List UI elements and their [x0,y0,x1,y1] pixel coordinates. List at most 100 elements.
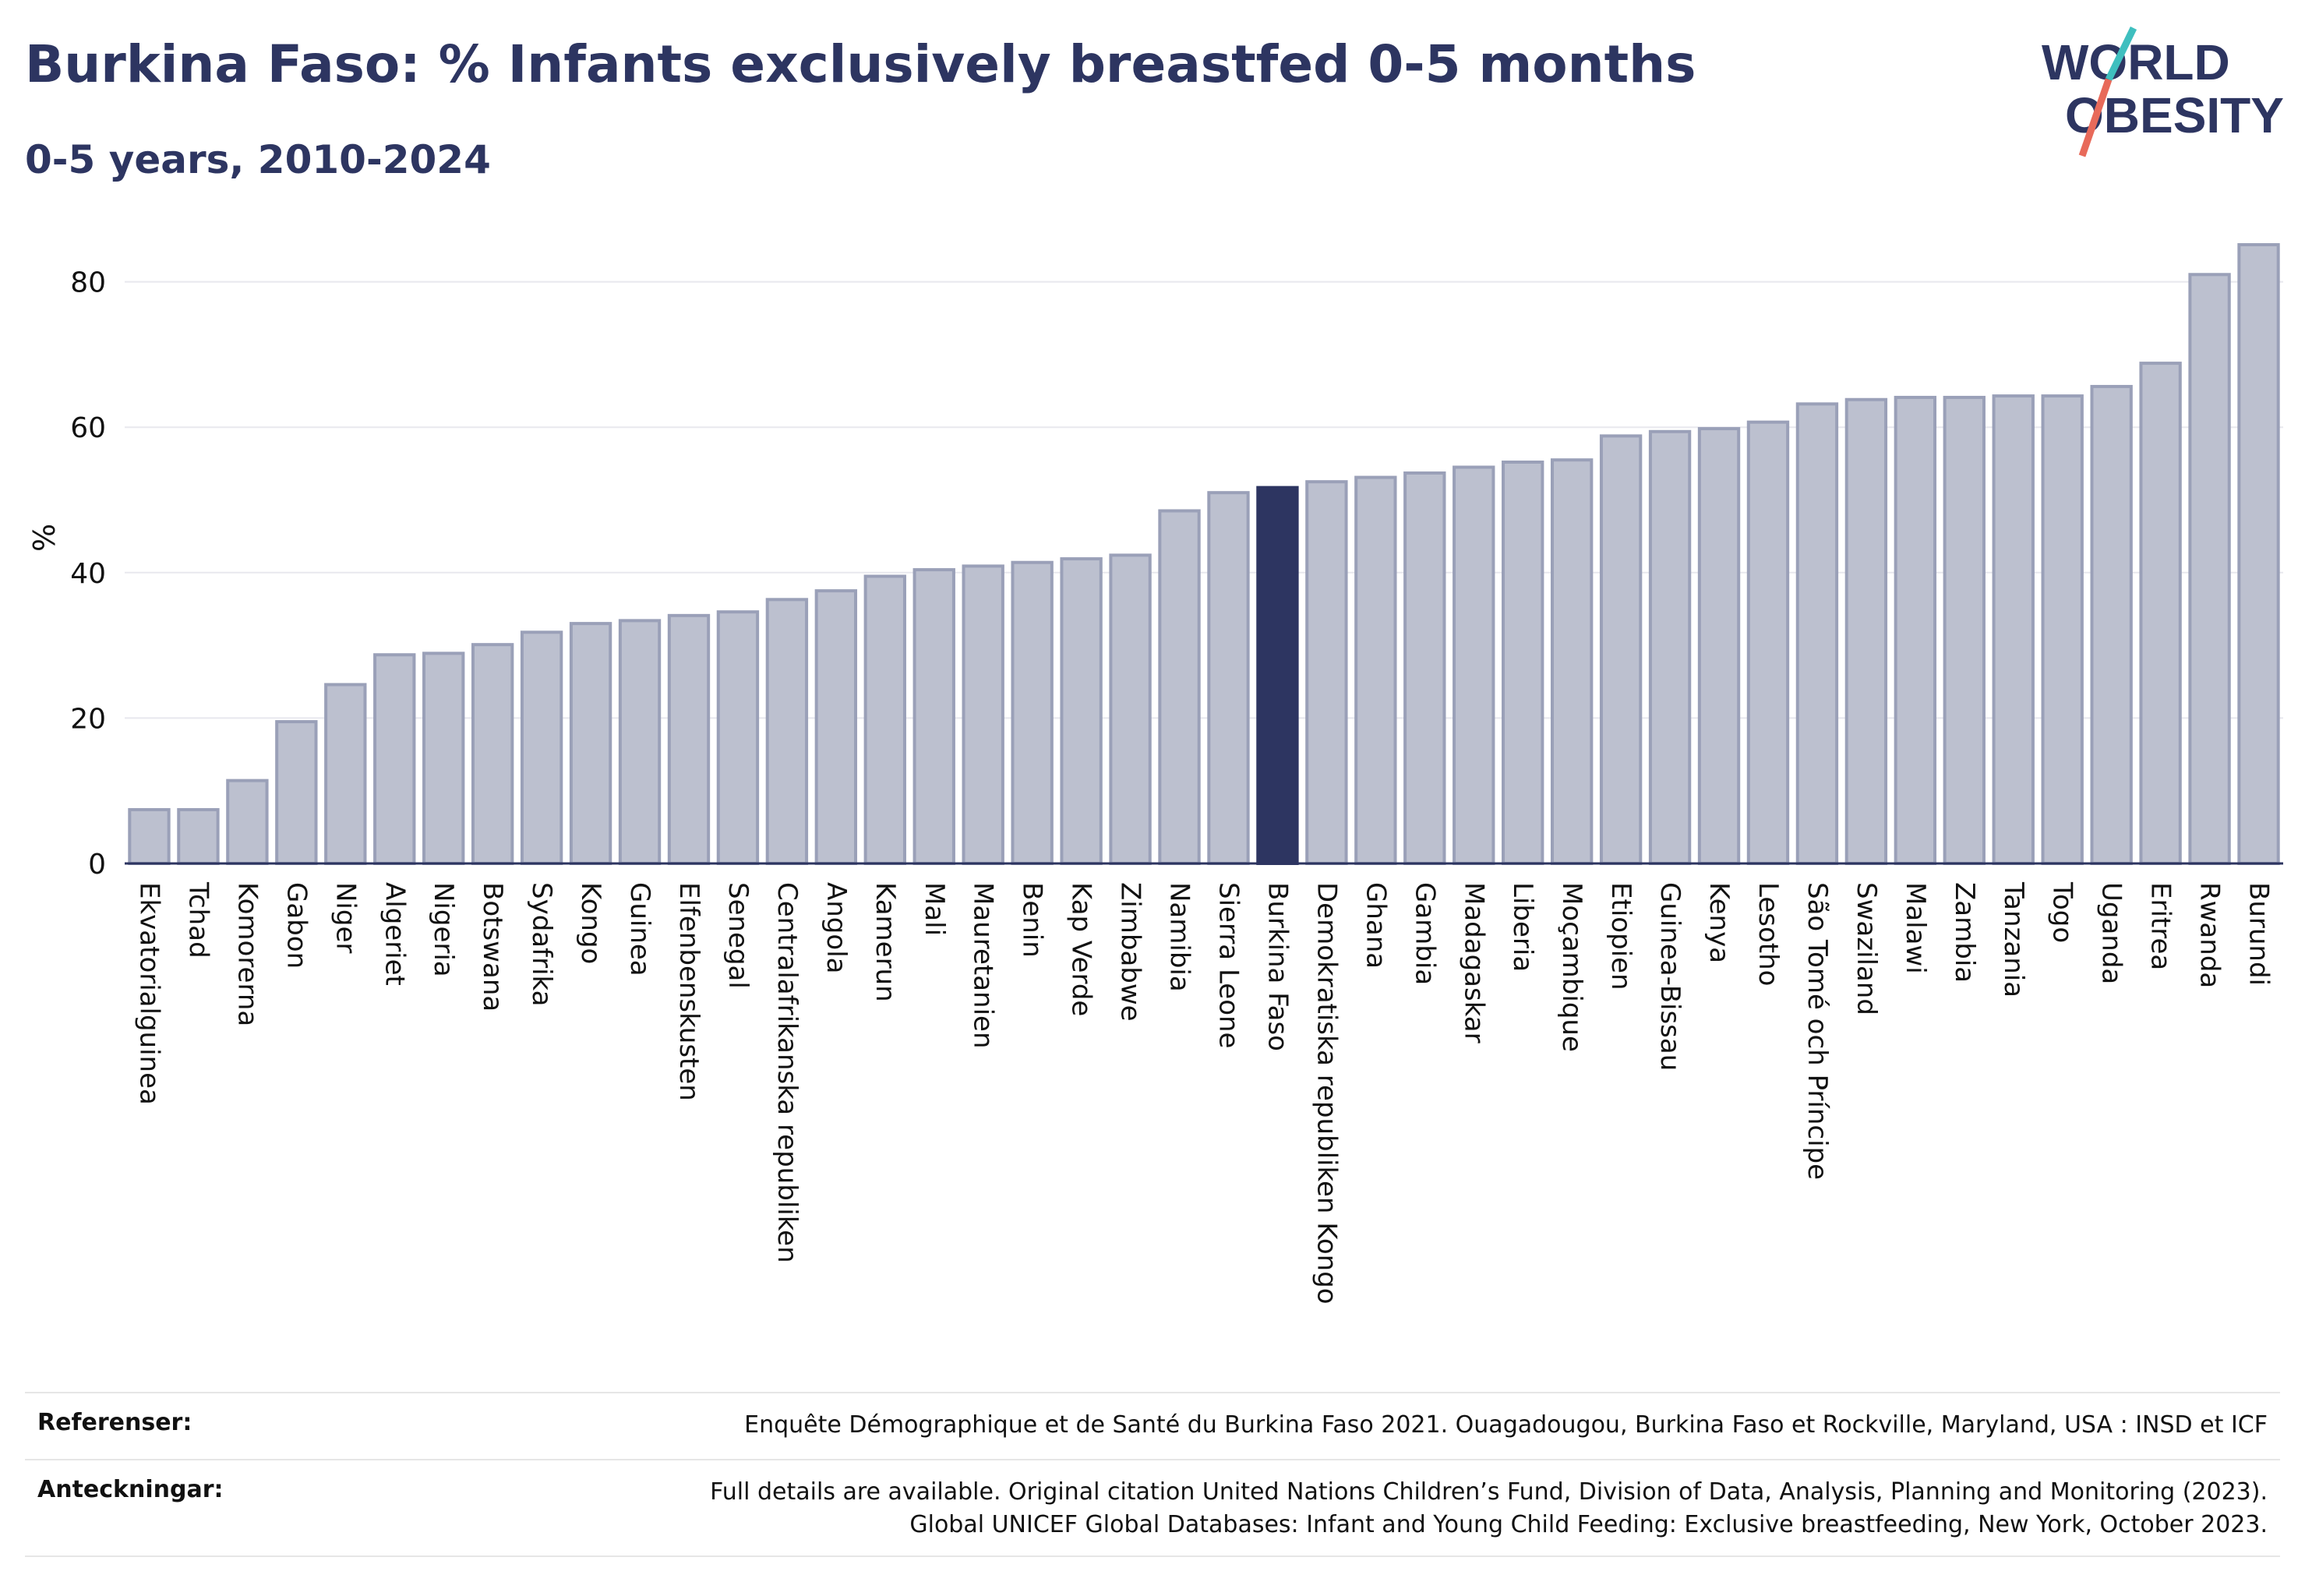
bar [618,619,662,865]
x-tick-label: Kongo [575,882,606,964]
bar [128,807,171,866]
x-tick-label: Tchad [182,881,214,959]
bar [1795,402,1839,865]
x-tick-label: Uganda [2096,882,2127,984]
x-tick-label: Sierra Leone [1213,882,1244,1048]
bar [1305,480,1348,865]
y-tick-label: 60 [70,412,106,444]
x-tick-label: Centralafrikanska republiken [771,882,803,1263]
bar [1599,434,1643,865]
y-tick-label: 80 [70,267,106,299]
x-tick-label: Angola [821,882,852,973]
x-tick-label: Kap Verde [1066,882,1097,1016]
bar [1648,429,1692,865]
x-tick-label: Zimbabwe [1115,882,1146,1022]
bar [667,613,711,865]
bars [128,243,2280,866]
x-tick-label: Algeriet [379,882,410,986]
x-tick-label: Gabon [281,882,312,969]
x-tick-label: Benin [1017,882,1048,958]
x-tick-label: Madagaskar [1458,882,1489,1043]
bar [962,564,1004,865]
world-obesity-logo: WORLD OBESITY [2042,26,2284,157]
bar [863,574,906,866]
bar [275,720,318,865]
x-tick-label: Guinea [624,882,655,976]
bar [1403,471,1446,865]
bar [2188,273,2231,865]
bar [1453,465,1495,865]
x-tick-label: Elfenbenskusten [673,882,704,1101]
x-tick-label: Burundi [2243,882,2275,986]
y-tick-label: 20 [70,703,106,735]
references-label: Referenser: [37,1409,192,1436]
chart-subtitle: 0-5 years, 2010-2024 [25,137,491,182]
bar [1746,420,1790,865]
y-axis-label: % [27,524,62,552]
bar [2237,243,2280,865]
bar [1943,395,1986,865]
x-tick-label: Namibia [1164,882,1195,992]
chart-title: Burkina Faso: % Infants exclusively brea… [25,34,1696,94]
bar [912,568,955,865]
x-tick-label: Lesotho [1753,882,1784,986]
bar [1697,427,1741,865]
x-tick-label: Togo [2047,881,2078,943]
x-tick-label: Mauretanien [968,882,999,1049]
bar [814,589,858,865]
x-tick-label: Tanzania [1998,881,2029,998]
bar [1894,395,1937,865]
x-tick-label: Ekvatorialguinea [133,882,164,1105]
bar [1109,553,1152,866]
footer-references-row: Referenser: Enquête Démographique et de … [25,1392,2280,1459]
bar [520,630,563,866]
logo-line1: WORLD [2042,34,2230,90]
bar [422,651,465,865]
x-tick-label: Mali [919,882,950,936]
logo-slash-coral [2078,78,2113,157]
x-tick-label: Guinea-Bissau [1654,882,1686,1071]
notes-label: Anteckningar: [37,1476,224,1503]
x-tick-label: Liberia [1507,882,1538,972]
bar [2041,394,2084,865]
x-tick-label: Komorerna [231,882,263,1026]
bar [471,643,514,865]
bar [1502,460,1544,865]
references-text: Enquête Démographique et de Santé du Bur… [744,1411,2268,1439]
bar [373,653,416,865]
x-tick-label: Moçambique [1556,882,1587,1052]
bar [569,622,612,865]
x-tick-label: Malawi [1900,882,1931,974]
x-tick-label: Botswana [477,882,508,1012]
bar [1158,509,1201,865]
x-tick-label: Swaziland [1851,882,1882,1015]
bar [324,683,367,865]
footer: Referenser: Enquête Démographique et de … [25,1392,2280,1557]
bar [1060,557,1103,865]
x-tick-label: Nigeria [428,882,459,977]
bar-highlight [1256,486,1299,865]
notes-line-1: Full details are available. Original cit… [710,1478,2268,1506]
x-tick-label: Zambia [1949,882,1980,983]
bar [1844,397,1888,865]
x-axis-ticks: Ekvatorialguinea Tchad Komorerna Gabon Niger… [133,881,2274,1305]
y-tick-label: 0 [88,849,106,881]
x-tick-label: Burkina Faso [1262,882,1293,1051]
bar [716,610,760,865]
bar [226,779,269,865]
x-tick-label: Eritrea [2145,882,2176,970]
notes-text: Full details are available. Original cit… [710,1476,2268,1555]
x-tick-label: Niger [330,882,361,953]
x-tick-label: Gambia [1409,882,1440,985]
bar [177,807,220,866]
bar [1992,394,2035,865]
bar [1550,458,1594,865]
bar [1354,475,1397,866]
x-tick-label: Kenya [1703,882,1735,963]
x-tick-label: Demokratiska republiken Kongo [1311,882,1342,1305]
bar [2139,362,2182,865]
x-tick-label: São Tomé och Príncipe [1802,882,1833,1180]
bar [765,598,809,865]
logo-slash-teal [2105,26,2137,81]
bar-chart: 0 20 40 60 80 % Ekvatorialguinea Tchad Komorer… [27,243,2283,1305]
